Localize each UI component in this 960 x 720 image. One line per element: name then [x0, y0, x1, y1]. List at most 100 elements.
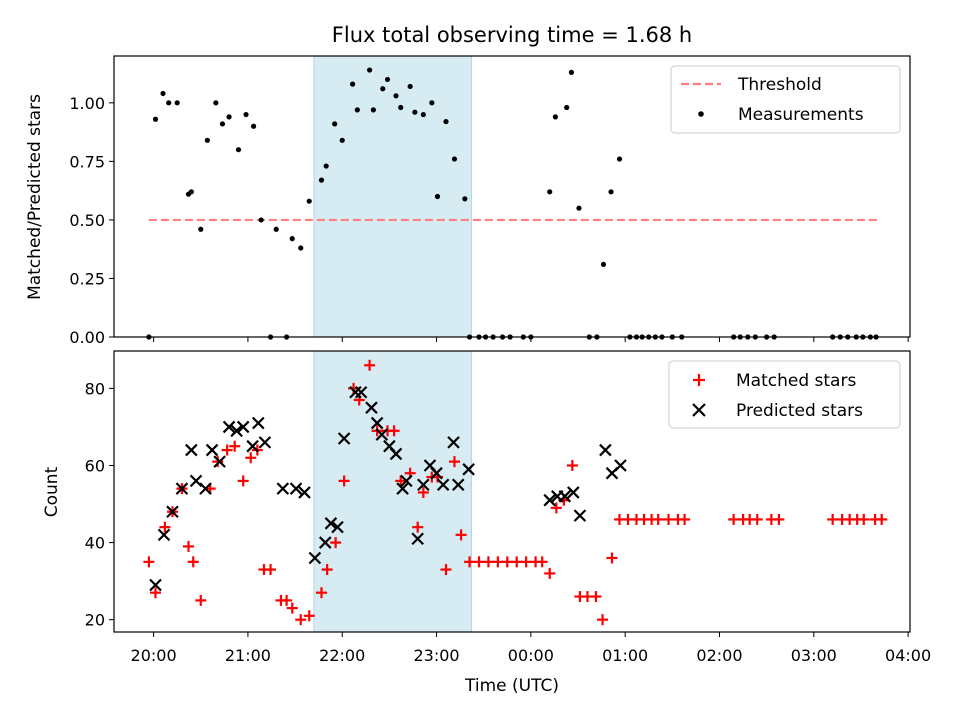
measurement-point [250, 123, 257, 129]
matched-point [338, 475, 350, 487]
predicted-point [258, 436, 272, 449]
matched-point [295, 614, 307, 626]
bottom-y-axis-label: Count [42, 466, 62, 517]
bottom-legend: Matched stars Predicted stars [668, 360, 901, 429]
matched-point [149, 587, 161, 599]
matched-point [412, 521, 424, 533]
legend-matched-swatch [693, 374, 705, 386]
x-tick-label: 00:00 [508, 646, 554, 665]
x-tick-label: 01:00 [602, 646, 648, 665]
matched-point [597, 614, 609, 626]
matched-point [237, 475, 249, 487]
matched-point [286, 602, 298, 614]
matched-point [590, 591, 602, 603]
matched-point [364, 359, 376, 371]
measurement-point [318, 177, 325, 183]
matched-point [303, 610, 315, 622]
predicted-point [213, 455, 226, 468]
legend-measurements-label: Measurements [738, 105, 864, 125]
predicted-point [236, 420, 250, 434]
predicted-point [157, 528, 171, 542]
matched-point [195, 594, 207, 606]
predicted-point [252, 416, 265, 430]
legend-threshold-label: Threshold [737, 75, 822, 95]
x-tick-label: 02:00 [696, 646, 742, 665]
matched-point [265, 564, 277, 576]
matched-point [159, 521, 171, 533]
measurement-point [384, 76, 391, 83]
measurement-point [451, 156, 458, 162]
bottom-y-tick-label: 40 [85, 534, 105, 553]
predicted-point [230, 424, 243, 438]
measurement-point [204, 137, 210, 143]
predicted-point [447, 436, 460, 449]
bottom-highlight-span [313, 350, 472, 633]
measurement-point [407, 83, 413, 90]
measurement-point [576, 205, 582, 211]
measurement-point [226, 114, 232, 120]
measurement-point [366, 67, 373, 73]
predicted-point [567, 486, 580, 499]
matched-point [183, 540, 195, 552]
top-y-axis-label: Matched/Predicted stars [25, 94, 45, 300]
measurement-point [298, 245, 304, 251]
predicted-point [411, 532, 424, 545]
bottom-y-tick-label: 20 [85, 611, 105, 630]
measurement-point [289, 236, 295, 242]
matched-point [492, 556, 504, 568]
predicted-point [400, 474, 413, 488]
matched-point [520, 556, 532, 568]
top-panel: 0.00 0.25 0.50 0.75 1.00 Matched/Predicted s… [25, 55, 911, 347]
matched-point [550, 502, 562, 514]
bottom-y-tick-label: 60 [85, 456, 105, 475]
measurement-point [174, 100, 180, 106]
top-highlight-span [313, 55, 472, 338]
x-tick-label: 22:00 [319, 646, 365, 665]
x-tick-label: 21:00 [225, 646, 271, 665]
x-tick-label: 23:00 [413, 646, 459, 665]
measurement-point [323, 163, 329, 169]
bottom-panel: 20 40 60 80 20:00 21:00 22:00 23:00 00:00 01:00 0… [42, 350, 931, 696]
matched-point [482, 556, 494, 568]
predicted-point [175, 482, 189, 495]
measurement-point [306, 198, 312, 204]
matched-point [395, 475, 407, 487]
measurement-point [188, 189, 194, 195]
predicted-point [573, 509, 587, 522]
matched-point [315, 587, 327, 599]
measurement-point [350, 81, 356, 87]
predicted-point [451, 478, 465, 492]
predicted-point [308, 551, 322, 565]
predicted-point [614, 459, 627, 472]
matched-point [773, 513, 785, 525]
predicted-point [337, 432, 351, 445]
matched-point [448, 456, 460, 468]
legend-measurement-swatch [698, 111, 704, 117]
matched-point [827, 513, 839, 525]
legend-predicted-swatch [692, 403, 706, 417]
matched-point [187, 556, 199, 568]
matched-point [876, 513, 888, 525]
measurement-point [198, 226, 204, 232]
predicted-point [417, 478, 430, 492]
matched-point [751, 513, 763, 525]
predicted-point [331, 520, 344, 534]
predicted-point [462, 463, 475, 476]
top-y-tick-label: 0.25 [69, 269, 105, 288]
predicted-point [389, 447, 403, 461]
predicted-point [430, 466, 443, 480]
measurement-point [370, 107, 376, 113]
matched-point [536, 556, 548, 568]
top-plot-frame [113, 55, 911, 338]
matched-point [606, 552, 618, 564]
predicted-point [149, 578, 162, 592]
matched-point [464, 556, 476, 568]
measurement-point [354, 107, 360, 113]
measurement-point [243, 111, 249, 118]
measurement-point [429, 100, 435, 106]
measurement-point [152, 116, 159, 122]
measurement-point [380, 86, 386, 92]
measurement-point [166, 100, 172, 106]
measurement-point [273, 226, 279, 232]
